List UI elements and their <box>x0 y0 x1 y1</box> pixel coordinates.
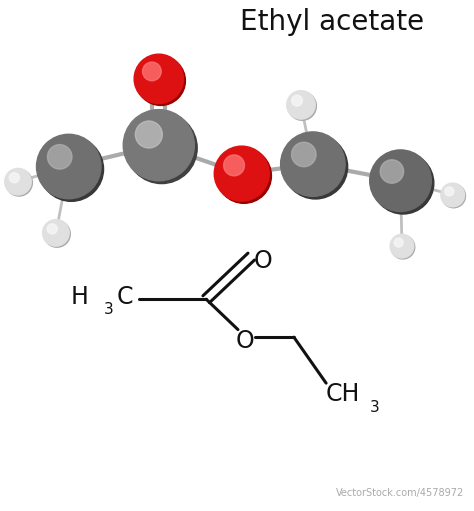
Circle shape <box>47 224 57 234</box>
Circle shape <box>43 220 69 246</box>
Circle shape <box>287 90 315 119</box>
Circle shape <box>136 121 162 148</box>
Circle shape <box>372 152 434 214</box>
Circle shape <box>123 110 194 181</box>
Circle shape <box>224 155 245 176</box>
Circle shape <box>292 142 316 167</box>
Circle shape <box>6 170 32 196</box>
Text: C: C <box>117 285 133 309</box>
Text: O: O <box>236 329 255 353</box>
Circle shape <box>370 150 431 212</box>
Circle shape <box>281 132 345 196</box>
Text: 3: 3 <box>104 303 114 317</box>
Circle shape <box>126 112 197 183</box>
Circle shape <box>143 62 161 81</box>
Circle shape <box>134 54 183 103</box>
Circle shape <box>47 145 72 169</box>
Circle shape <box>391 235 415 259</box>
Circle shape <box>390 235 414 258</box>
Circle shape <box>380 160 403 183</box>
Circle shape <box>288 92 316 120</box>
Text: 3: 3 <box>370 400 380 414</box>
Circle shape <box>214 146 269 201</box>
Circle shape <box>292 95 302 106</box>
Circle shape <box>36 134 101 199</box>
Circle shape <box>39 137 103 201</box>
Circle shape <box>136 56 185 105</box>
Text: VectorStock®: VectorStock® <box>9 488 87 498</box>
Text: H: H <box>70 285 88 309</box>
Text: Ethyl acetate: Ethyl acetate <box>240 8 424 36</box>
Circle shape <box>44 221 70 247</box>
Circle shape <box>442 184 465 208</box>
Text: CH: CH <box>325 382 360 406</box>
Circle shape <box>5 169 31 195</box>
Text: O: O <box>254 249 273 273</box>
Circle shape <box>445 187 454 196</box>
Circle shape <box>283 134 347 199</box>
Circle shape <box>441 183 465 207</box>
Circle shape <box>394 238 403 247</box>
Circle shape <box>217 148 272 203</box>
Text: VectorStock.com/4578972: VectorStock.com/4578972 <box>336 488 465 498</box>
Circle shape <box>9 173 19 183</box>
